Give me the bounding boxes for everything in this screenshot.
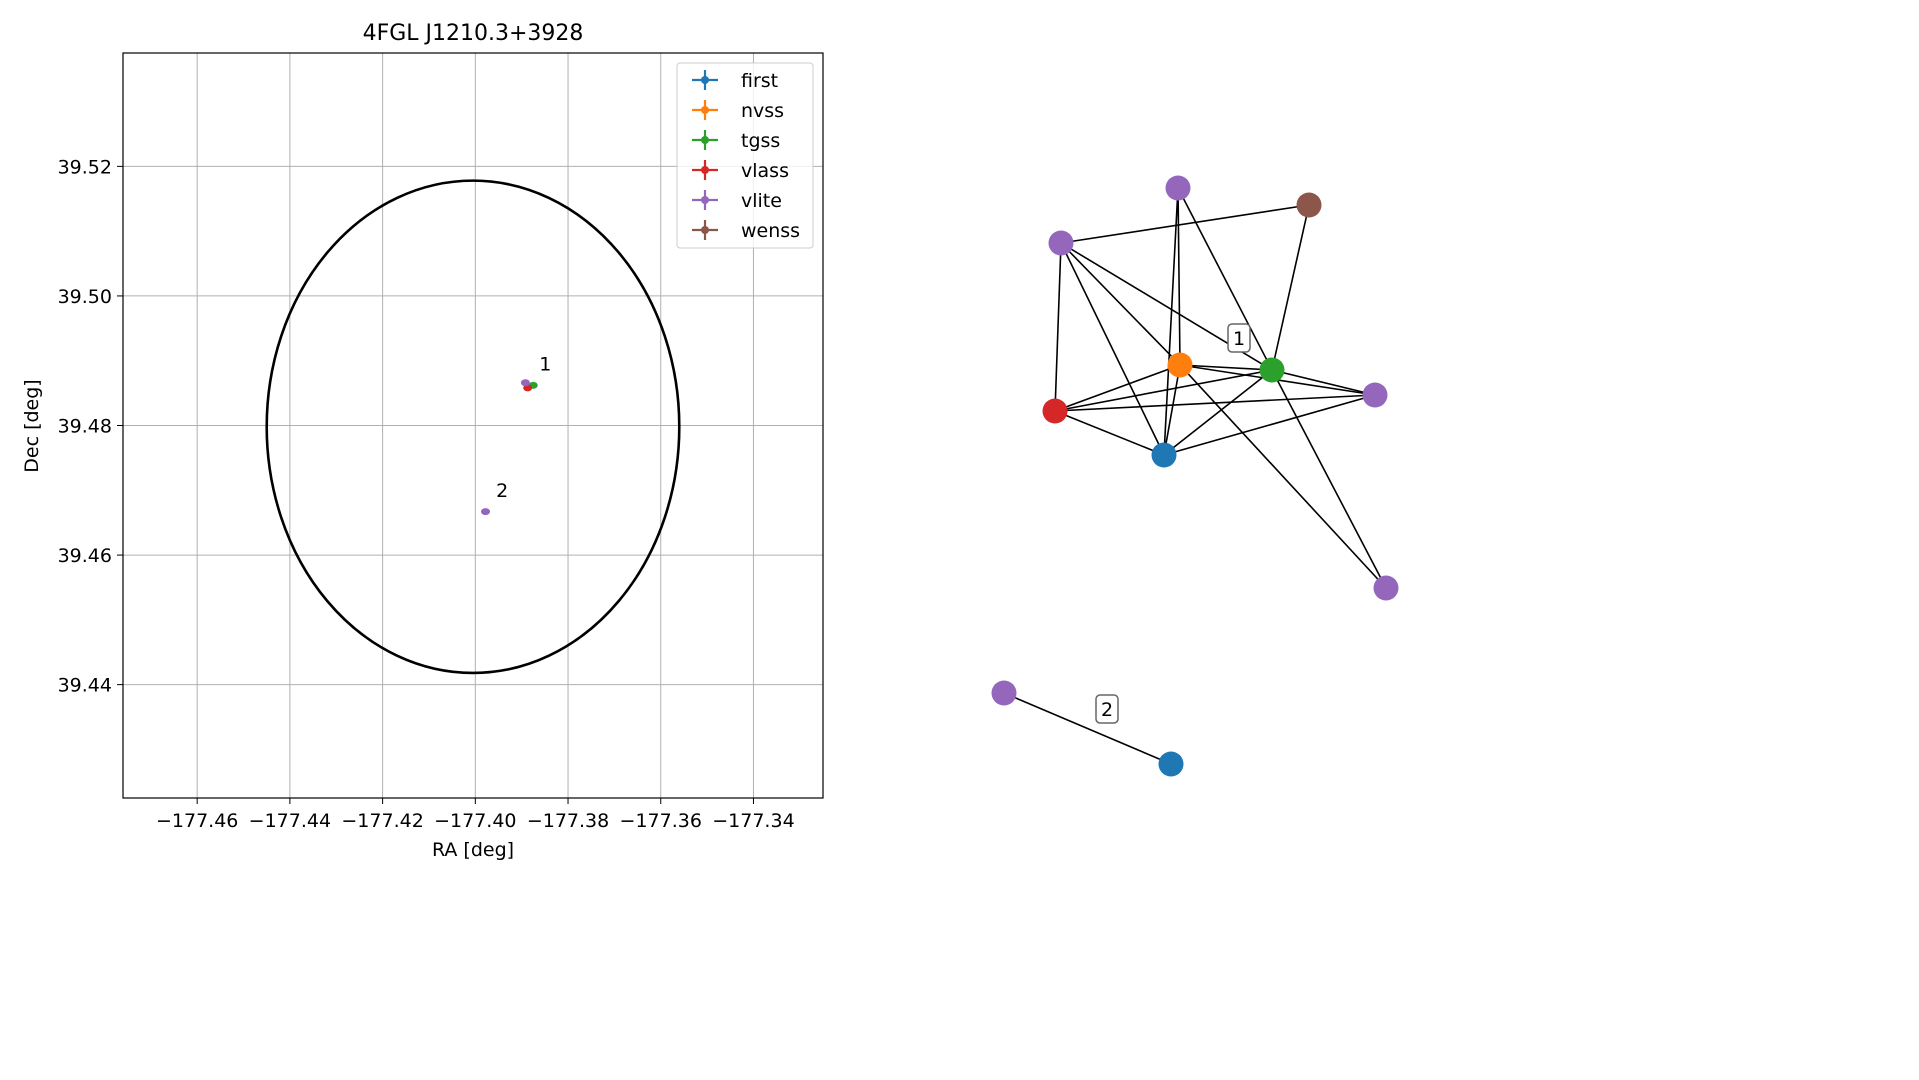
cluster-label-text: 2: [1101, 699, 1113, 721]
legend-marker-dot: [701, 136, 709, 144]
point-annotation: 1: [539, 353, 551, 375]
graph-node: [1048, 230, 1074, 256]
legend-marker-dot: [701, 106, 709, 114]
x-tick-label: −177.44: [249, 810, 331, 832]
cluster-label-text: 1: [1233, 328, 1245, 350]
graph-edge: [1060, 242, 1181, 366]
points-layer: [481, 379, 538, 516]
legend-marker-dot: [701, 166, 709, 174]
legend-marker-dot: [701, 196, 709, 204]
point-annotation: 2: [496, 480, 508, 502]
graph-edge: [1060, 242, 1165, 456]
graph-node: [1042, 398, 1068, 424]
graph-edge: [1054, 369, 1273, 412]
legend-label: wenss: [741, 220, 800, 242]
graph-edge: [1179, 364, 1387, 589]
graph-edge: [1054, 242, 1062, 412]
graph-node: [1158, 751, 1184, 777]
cluster-label-box: [1095, 694, 1119, 724]
legend-label: vlite: [741, 190, 782, 212]
graph-edge: [1163, 364, 1181, 456]
y-tick-label: 39.50: [58, 286, 112, 308]
y-axis-label: Dec [deg]: [21, 379, 43, 472]
graph-edge: [1271, 369, 1387, 589]
y-tick-label: 39.52: [58, 156, 112, 178]
cluster-labels-layer: 12: [1095, 323, 1251, 724]
graph-edge: [1054, 410, 1165, 456]
graph-edge: [1177, 187, 1273, 371]
x-tick-label: −177.34: [712, 810, 794, 832]
legend-label: first: [741, 70, 778, 92]
legend-label: tgss: [741, 130, 780, 152]
legend-label: vlass: [741, 160, 789, 182]
legend-marker-dot: [701, 76, 709, 84]
legend-item-wenss: wenss: [692, 220, 800, 242]
graph-edge: [1060, 204, 1310, 244]
graph-node: [1151, 442, 1177, 468]
localization-ellipse-layer: [265, 179, 681, 675]
graph-edge: [1179, 364, 1273, 371]
y-tick-label: 39.44: [58, 675, 112, 697]
legend-marker-dot: [701, 226, 709, 234]
x-tick-label: −177.40: [434, 810, 516, 832]
nodes-layer: [991, 175, 1399, 777]
graph-node: [1362, 382, 1388, 408]
graph-node: [1167, 352, 1193, 378]
legend: first nvss tgss vlass vlite wenss: [676, 62, 814, 249]
legend-item-first: first: [692, 70, 778, 92]
graph-edge: [1177, 187, 1181, 366]
graph-edge: [1271, 204, 1310, 371]
cluster-label-box: [1227, 323, 1251, 353]
legend-label: nvss: [741, 100, 784, 122]
graph-node: [1296, 192, 1322, 218]
x-tick-label: −177.42: [341, 810, 423, 832]
legend-item-nvss: nvss: [692, 100, 784, 122]
graph-edge: [1163, 369, 1273, 456]
graph-edge: [1271, 369, 1376, 396]
y-tick-label: 39.46: [58, 545, 112, 567]
graph-node: [1259, 357, 1285, 383]
graph-node: [1165, 175, 1191, 201]
graph-edge: [1054, 394, 1376, 412]
legend-item-tgss: tgss: [692, 130, 780, 152]
data-point-vlite: [520, 379, 530, 387]
cluster-label: 1: [1227, 323, 1251, 353]
graph-node: [991, 680, 1017, 706]
x-tick-label: −177.36: [620, 810, 702, 832]
x-tick-label: −177.38: [527, 810, 609, 832]
x-axis-label: RA [deg]: [432, 839, 514, 861]
annotation-layer: 12: [496, 353, 551, 501]
legend-item-vlite: vlite: [692, 190, 782, 212]
graph-node: [1373, 575, 1399, 601]
data-point-vlite: [481, 508, 491, 516]
y-tick-label: 39.48: [58, 416, 112, 438]
x-ticks: −177.46 −177.44 −177.42 −177.40 −177.38 −177.…: [156, 798, 795, 832]
scatter-chart: 12 −177.46 −177.44 −177.42 −177.40 −177.38 −1…: [21, 21, 824, 861]
x-tick-label: −177.46: [156, 810, 238, 832]
graph-edge: [1163, 394, 1376, 456]
graph-edge: [1003, 692, 1172, 765]
network-graph: 12: [991, 175, 1399, 777]
legend-item-vlass: vlass: [692, 160, 789, 182]
localization-ellipse: [265, 179, 681, 675]
chart-title: 4FGL J1210.3+3928: [363, 21, 584, 46]
cluster-label: 2: [1095, 694, 1119, 724]
graph-edge: [1054, 364, 1181, 412]
graph-edge: [1163, 187, 1179, 456]
y-ticks: 39.44 39.46 39.48 39.50 39.52: [58, 156, 123, 697]
